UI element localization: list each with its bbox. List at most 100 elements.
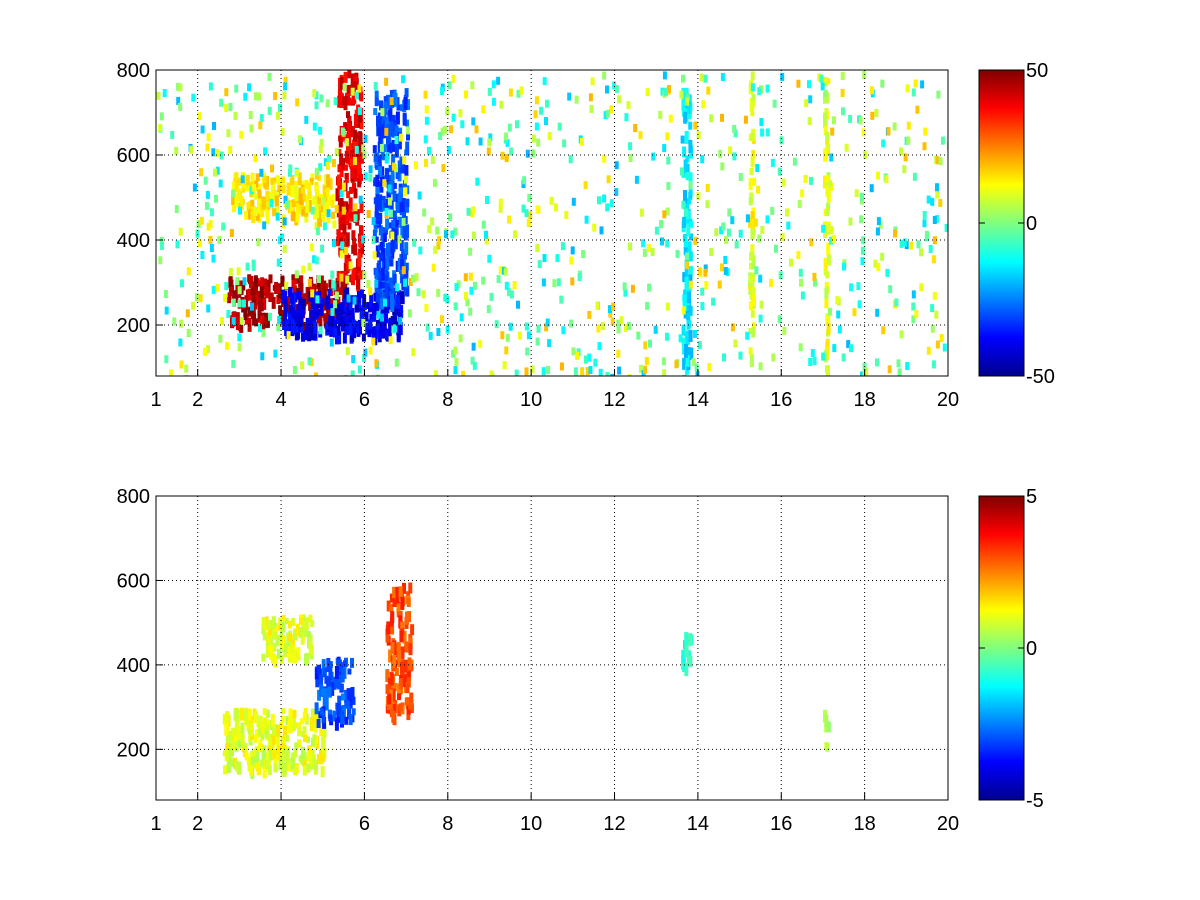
heatmap-cell: [262, 176, 267, 183]
heatmap-cell: [307, 745, 312, 757]
heatmap-cell: [605, 372, 610, 376]
heatmap-cell: [260, 759, 265, 768]
heatmap-cell: [380, 108, 385, 117]
heatmap-cell: [378, 212, 383, 224]
heatmap-cell: [351, 230, 356, 241]
heatmap-cell: [738, 351, 743, 360]
heatmap-cell: [327, 684, 332, 697]
heatmap-cell: [283, 76, 288, 85]
heatmap-cell: [262, 296, 267, 310]
heatmap-cell: [380, 166, 385, 176]
heatmap-cell: [296, 332, 301, 340]
heatmap-cell: [531, 134, 536, 143]
heatmap-cell: [826, 254, 831, 266]
heatmap-cell: [884, 175, 889, 184]
heatmap-cell: [288, 304, 293, 314]
heatmap-cell: [290, 175, 295, 185]
heatmap-cell: [376, 127, 381, 137]
heatmap-cell: [332, 676, 337, 690]
heatmap-cell: [406, 668, 411, 679]
heatmap-cell: [280, 128, 285, 136]
heatmap-cell: [191, 301, 196, 310]
heatmap-cell: [385, 330, 389, 341]
heatmap-cell: [158, 123, 163, 132]
heatmap-cell: [674, 360, 679, 369]
heatmap-cell: [392, 190, 397, 202]
heatmap-cell: [248, 715, 253, 728]
heatmap-cell: [931, 255, 936, 264]
heatmap-cell: [296, 654, 301, 661]
heatmap-cell: [286, 331, 291, 340]
heatmap-cell: [203, 176, 208, 185]
heatmap-cell: [573, 367, 578, 376]
heatmap-cell: [300, 753, 305, 765]
heatmap-cell: [549, 196, 554, 205]
heatmap-cell: [401, 217, 406, 226]
heatmap-cell: [313, 206, 318, 220]
heatmap-cell: [395, 111, 400, 125]
heatmap-cell: [397, 160, 402, 169]
heatmap-cell: [306, 754, 311, 762]
heatmap-cell: [686, 313, 691, 321]
heatmap-cell: [403, 187, 408, 196]
heatmap-cell: [205, 190, 210, 199]
heatmap-cell: [432, 178, 437, 187]
heatmap-cell: [314, 298, 319, 310]
heatmap-cell: [896, 359, 901, 368]
x-tick-label: 6: [359, 389, 370, 411]
heatmap-cell: [389, 709, 394, 718]
heatmap-cell: [265, 709, 270, 718]
heatmap-cell: [297, 722, 302, 737]
heatmap-cell: [291, 279, 296, 287]
heatmap-cell: [384, 313, 388, 324]
heatmap-cell: [380, 322, 385, 335]
heatmap-cell: [400, 225, 405, 238]
heatmap-cell: [385, 669, 390, 683]
heatmap-cell: [318, 145, 323, 153]
heatmap-cell: [644, 356, 649, 365]
heatmap-cell: [259, 302, 264, 312]
heatmap-cell: [298, 187, 303, 200]
heatmap-cell: [243, 210, 248, 220]
heatmap-cell: [392, 316, 397, 329]
heatmap-cell: [836, 310, 841, 319]
heatmap-cell: [777, 315, 782, 324]
heatmap-cell: [662, 144, 667, 153]
heatmap-cell: [570, 277, 575, 286]
heatmap-cell: [821, 352, 826, 361]
heatmap-cell: [380, 297, 385, 310]
heatmap-cell: [219, 98, 224, 107]
heatmap-cell: [709, 114, 714, 123]
heatmap-cell: [269, 749, 274, 761]
heatmap-cell: [335, 304, 339, 314]
heatmap-cell: [386, 124, 391, 132]
heatmap-cell: [752, 177, 757, 186]
heatmap-cell: [687, 305, 692, 314]
heatmap-cell: [351, 696, 356, 705]
heatmap-cell: [199, 216, 204, 225]
heatmap-cell: [317, 689, 322, 701]
heatmap-cell: [826, 78, 831, 85]
heatmap-cell: [564, 211, 569, 219]
heatmap-cell: [458, 334, 463, 343]
heatmap-cell: [406, 126, 410, 135]
heatmap-cell: [642, 248, 647, 257]
heatmap-cell: [349, 126, 354, 135]
heatmap-cell: [647, 283, 652, 292]
heatmap-cell: [436, 328, 441, 336]
heatmap-cell: [751, 287, 756, 301]
heatmap-cell: [396, 611, 401, 618]
heatmap-cell: [250, 281, 255, 296]
heatmap-cell: [172, 317, 177, 326]
heatmap-cell: [345, 701, 350, 708]
heatmap-cell: [282, 91, 287, 100]
heatmap-cell: [283, 725, 288, 740]
heatmap-cell: [881, 326, 886, 335]
heatmap-cell: [315, 310, 319, 317]
heatmap-cell: [336, 270, 341, 281]
heatmap-cell: [743, 115, 748, 124]
heatmap-cell: [502, 361, 507, 370]
heatmap-cell: [373, 108, 378, 115]
heatmap-cell: [688, 189, 693, 197]
